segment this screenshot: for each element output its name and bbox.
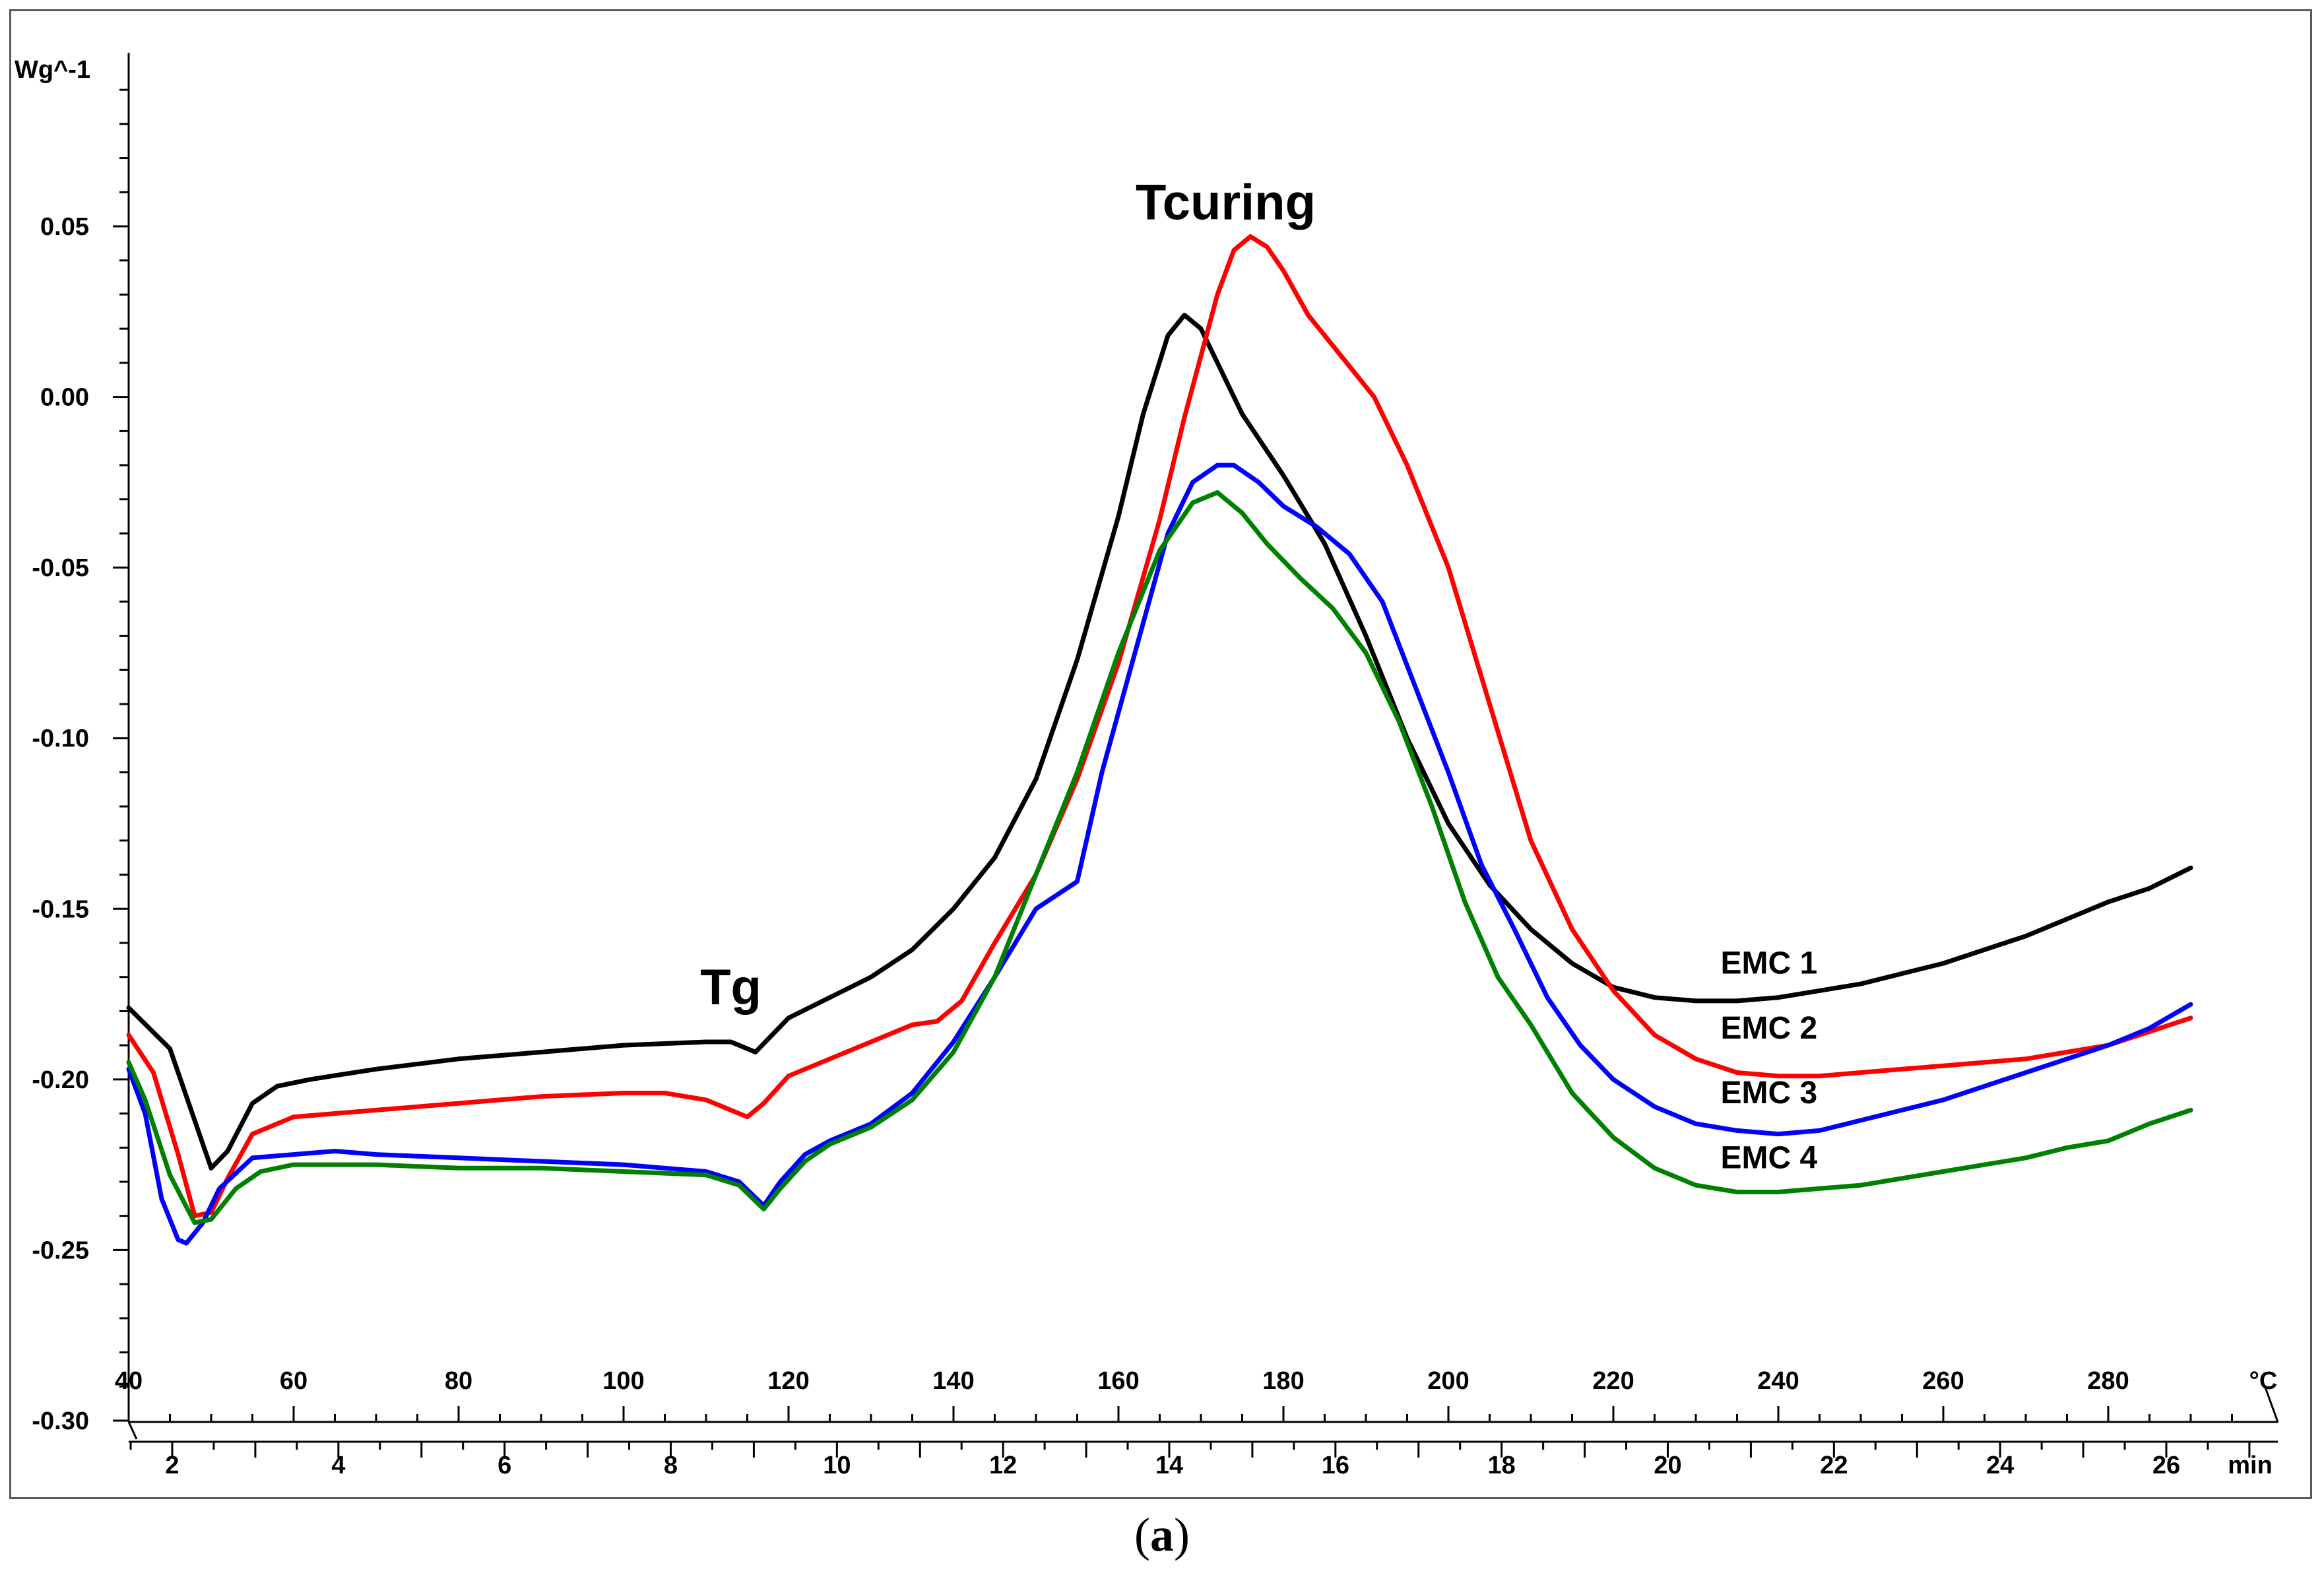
axis-corner-mark (127, 1421, 138, 1440)
time-tick-label: 4 (331, 1452, 345, 1479)
time-tick-label: 26 (2152, 1452, 2180, 1479)
time-tick-label: 6 (498, 1452, 511, 1479)
temp-tick-label: 140 (932, 1367, 974, 1395)
time-tick-label: 8 (664, 1452, 678, 1479)
time-tick-label: 24 (1986, 1452, 2014, 1479)
temp-tick-label: 240 (1757, 1367, 1799, 1395)
y-tick-label: 0.00 (40, 384, 89, 412)
series-label-emc-4: EMC 4 (1721, 1140, 1818, 1175)
y-axis-title: Wg^-1 (15, 56, 90, 84)
time-tick-label: 22 (1820, 1452, 1848, 1479)
y-tick-label: -0.20 (32, 1066, 89, 1094)
temp-tick-label: 220 (1592, 1367, 1634, 1395)
series-label-emc-1: EMC 1 (1721, 946, 1818, 981)
series-line-emc-4 (126, 490, 2193, 1225)
temp-tick-label: 80 (445, 1367, 472, 1395)
temp-tick-label: 200 (1427, 1367, 1469, 1395)
series-line-emc-2 (126, 234, 2193, 1219)
y-tick-label: 0.05 (40, 213, 89, 241)
series-line-emc-3 (126, 463, 2193, 1246)
temp-tick-label: 260 (1922, 1367, 1964, 1395)
annotation-tg: Tg (700, 959, 761, 1015)
y-tick-label: -0.25 (32, 1237, 89, 1264)
temp-tick-label: 180 (1262, 1367, 1304, 1395)
series-label-emc-3: EMC 3 (1721, 1076, 1818, 1111)
time-tick-label: 10 (823, 1452, 851, 1479)
temp-tick-label: 60 (280, 1367, 307, 1395)
temp-tick-label: 100 (602, 1367, 644, 1395)
time-unit-label: min (2228, 1452, 2273, 1479)
annotation-tcuring: Tcuring (1136, 175, 1316, 231)
temp-tick-label: 160 (1097, 1367, 1139, 1395)
time-tick-label: 20 (1654, 1452, 1681, 1479)
temp-tick-label: 120 (767, 1367, 809, 1395)
series-label-emc-2: EMC 2 (1721, 1011, 1818, 1046)
time-tick-label: 16 (1322, 1452, 1349, 1479)
temp-tick-label: 280 (2087, 1367, 2129, 1395)
time-tick-label: 12 (989, 1452, 1017, 1479)
chart-frame (9, 9, 2312, 1499)
y-tick-label: -0.30 (32, 1407, 89, 1435)
temp-unit-label: °C (2249, 1367, 2278, 1395)
series-line-emc-1 (126, 313, 2193, 1171)
time-tick-label: 18 (1488, 1452, 1516, 1479)
figure-caption: (a) (1134, 1508, 1190, 1561)
time-tick-label: 14 (1155, 1452, 1183, 1479)
temp-tick-label: 40 (115, 1367, 143, 1395)
y-tick-label: -0.10 (32, 725, 89, 753)
y-tick-label: -0.15 (32, 895, 89, 923)
time-tick-label: 2 (165, 1452, 179, 1479)
axis-end-mark (2263, 1385, 2279, 1423)
y-tick-label: -0.05 (32, 554, 89, 582)
